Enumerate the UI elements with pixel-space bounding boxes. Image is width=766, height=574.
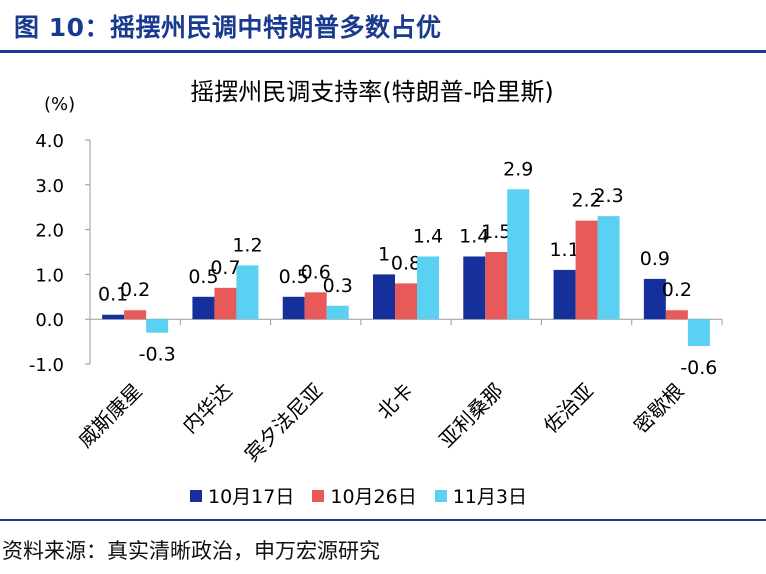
legend-label-2: 10月26日 [330, 486, 417, 508]
data-label: 0.9 [640, 248, 670, 270]
data-label: 1.2 [232, 234, 262, 256]
data-label: -0.3 [139, 344, 176, 366]
legend-label-1: 10月17日 [208, 486, 295, 508]
bar [373, 274, 395, 320]
data-label: 0.2 [120, 279, 150, 301]
data-label: 0.2 [662, 279, 692, 301]
y-tick-label: 3.0 [35, 176, 64, 197]
data-label: 1 [378, 243, 390, 265]
x-tick-label: 佐治亚 [539, 379, 598, 438]
legend-swatch-1 [190, 489, 202, 502]
bar [575, 220, 598, 320]
data-label: 1.4 [459, 225, 489, 247]
bar [507, 189, 530, 320]
data-label: 0.3 [323, 275, 353, 297]
bar [304, 292, 327, 320]
legend-item-1: 10月17日 [190, 482, 294, 509]
data-label: 1.1 [549, 239, 579, 261]
bar [146, 319, 169, 333]
data-label: 2.2 [571, 190, 601, 212]
bar [395, 283, 417, 320]
x-tick-label: 亚利桑那 [434, 379, 508, 453]
data-label: 0.1 [98, 284, 128, 306]
source-note: 资料来源：真实清晰政治，申万宏源研究 [2, 539, 380, 563]
figure-title: 图 10：摇摆州民调中特朗普多数占优 [14, 13, 442, 42]
y-tick-label: 2.0 [35, 221, 64, 242]
chart-legend: 10月17日 10月26日 11月3日 [190, 482, 527, 509]
bar [124, 310, 147, 320]
data-label: 2.3 [593, 185, 623, 207]
x-tick-label: 密歇根 [629, 379, 688, 438]
footer-divider [0, 519, 766, 521]
chart-title: 摇摆州民调支持率(特朗普-哈里斯) [190, 78, 553, 106]
data-label: 0.5 [279, 266, 309, 288]
y-tick-label: 0.0 [35, 310, 64, 331]
bar [485, 252, 508, 320]
bar [102, 314, 125, 320]
data-label: 1.4 [413, 225, 443, 247]
bar [326, 305, 349, 320]
bar [665, 310, 688, 320]
legend-item-2: 10月26日 [312, 482, 417, 509]
data-label: 0.7 [210, 257, 240, 279]
bar [282, 296, 305, 320]
data-label: 0.6 [301, 261, 331, 283]
data-label: 1.5 [481, 221, 511, 243]
data-label: -0.6 [680, 357, 717, 379]
data-label: 0.5 [188, 266, 218, 288]
data-label: 2.9 [503, 158, 533, 180]
x-tick-label: 内华达 [178, 379, 237, 438]
bar [553, 269, 576, 320]
bar [463, 256, 486, 320]
bar [597, 216, 620, 320]
legend-swatch-2 [312, 489, 325, 502]
title-divider [0, 50, 766, 53]
y-tick-label: -1.0 [29, 355, 64, 376]
legend-swatch-3 [434, 489, 447, 502]
legend-label-3: 11月3日 [452, 486, 527, 508]
y-axis-unit: (%) [44, 94, 75, 115]
bar [214, 287, 237, 320]
x-tick-label: 北卡 [372, 379, 417, 424]
bar [643, 278, 666, 320]
bar [236, 265, 259, 320]
x-tick-label: 威斯康星 [73, 379, 147, 453]
legend-item-3: 11月3日 [434, 482, 527, 509]
bar-chart: 摇摆州民调支持率(特朗普-哈里斯) (%) 4.0 3.0 2.0 1.0 0.0 -1.0 0… [29, 78, 723, 467]
bar [417, 256, 439, 320]
data-label: 0.8 [391, 252, 421, 274]
bar [192, 296, 215, 320]
bar [687, 319, 710, 347]
x-tick-label: 宾夕法尼亚 [240, 379, 328, 467]
y-tick-label: 4.0 [35, 131, 64, 152]
y-tick-label: 1.0 [35, 265, 64, 286]
